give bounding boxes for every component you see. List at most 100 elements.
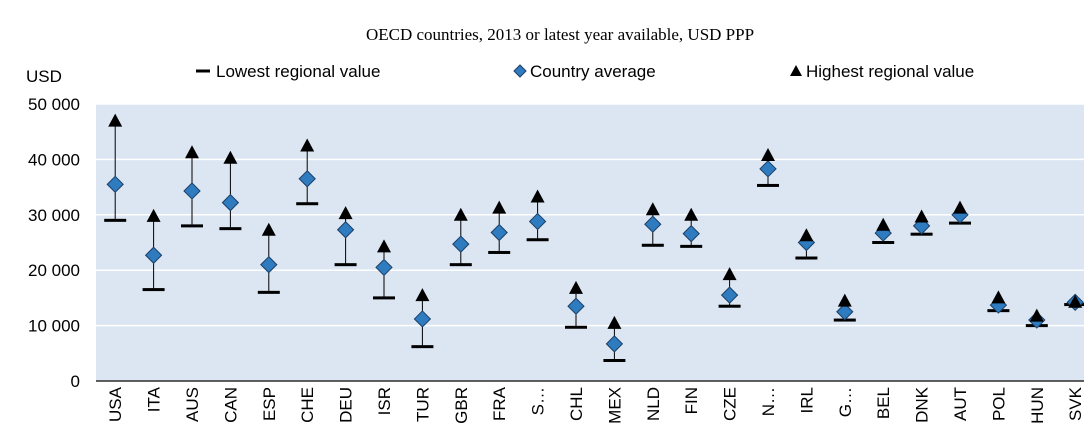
high-marker	[799, 228, 814, 242]
legend-marker	[790, 65, 802, 76]
avg-marker	[183, 182, 201, 200]
y-tick-label: 30 000	[28, 206, 80, 225]
low-marker	[872, 241, 895, 244]
high-marker	[108, 113, 123, 127]
x-tick-label: N…	[759, 387, 778, 416]
high-marker	[991, 290, 1006, 304]
low-marker	[603, 359, 626, 363]
x-tick-label: DEU	[337, 387, 356, 423]
x-tick-label: GBR	[452, 387, 471, 424]
high-marker	[185, 145, 199, 159]
y-tick-label: 0	[71, 372, 80, 391]
avg-marker	[836, 303, 854, 321]
x-tick-label: CHE	[298, 387, 317, 423]
avg-marker	[682, 224, 700, 243]
high-marker	[300, 138, 315, 152]
low-marker	[641, 243, 664, 247]
high-marker	[569, 280, 583, 294]
avg-marker	[375, 258, 393, 277]
x-tick-label: FRA	[490, 386, 509, 421]
x-tick-label: FIN	[682, 387, 701, 414]
avg-marker	[336, 221, 355, 239]
low-marker	[488, 250, 511, 254]
low-marker	[142, 288, 165, 292]
high-marker	[1068, 294, 1083, 308]
avg-marker	[528, 212, 547, 231]
x-tick-label: CZE	[721, 387, 740, 421]
high-marker	[146, 208, 161, 222]
low-marker	[181, 224, 203, 228]
x-tick-label: G…	[836, 387, 855, 417]
x-tick-label: S…	[529, 387, 548, 415]
low-marker	[565, 325, 587, 329]
low-marker	[104, 218, 127, 222]
low-marker	[219, 227, 242, 231]
legend-label: Highest regional value	[806, 62, 974, 81]
high-marker	[876, 217, 891, 231]
high-marker	[377, 239, 391, 253]
high-marker	[953, 200, 967, 214]
x-tick-label: NLD	[644, 387, 663, 421]
high-marker	[837, 293, 852, 307]
high-marker	[684, 207, 699, 221]
high-marker	[761, 147, 775, 161]
high-marker	[722, 267, 737, 281]
high-marker	[645, 202, 660, 216]
avg-marker	[605, 335, 624, 353]
low-marker	[718, 304, 741, 308]
low-marker	[795, 256, 818, 260]
low-marker	[526, 238, 549, 242]
low-marker	[757, 183, 779, 187]
x-tick-label: DNK	[913, 386, 932, 423]
high-marker	[607, 315, 622, 329]
avg-marker	[106, 175, 124, 194]
x-tick-label: HUN	[1028, 387, 1047, 424]
low-marker	[680, 244, 703, 248]
low-marker	[373, 296, 395, 300]
low-marker	[411, 345, 434, 349]
legend-label: Lowest regional value	[216, 62, 380, 81]
low-marker	[257, 290, 280, 294]
high-marker	[415, 288, 430, 302]
avg-marker	[490, 223, 508, 242]
high-marker	[261, 222, 276, 236]
x-tick-label: ISR	[375, 387, 394, 415]
high-marker	[223, 150, 238, 164]
high-marker	[338, 206, 353, 220]
x-tick-label: AUS	[183, 387, 202, 422]
y-axis-label: USD	[26, 67, 62, 86]
x-tick-label: IRL	[797, 387, 816, 413]
avg-marker	[644, 215, 662, 233]
avg-marker	[720, 286, 739, 304]
low-marker	[334, 263, 357, 267]
legend-marker	[513, 64, 527, 78]
chart-title: OECD countries, 2013 or latest year avai…	[366, 25, 754, 44]
low-marker	[296, 202, 319, 206]
avg-marker	[413, 310, 432, 328]
y-tick-label: 50 000	[28, 95, 80, 114]
low-marker	[449, 263, 472, 267]
plot-area	[96, 104, 1084, 381]
x-tick-label: MEX	[605, 387, 624, 424]
high-marker	[530, 189, 545, 203]
x-tick-label: BEL	[874, 387, 893, 419]
x-tick-label: CAN	[221, 387, 240, 423]
x-tick-label: TUR	[413, 387, 432, 422]
high-marker	[492, 200, 507, 214]
avg-marker	[452, 235, 470, 253]
avg-marker	[298, 170, 316, 188]
high-marker	[1029, 308, 1044, 322]
x-tick-label: CHL	[567, 387, 586, 421]
avg-marker	[144, 246, 163, 264]
x-tick-label: AUT	[951, 387, 970, 421]
high-marker	[453, 207, 468, 221]
legend-label: Country average	[530, 62, 656, 81]
legend-marker	[196, 69, 210, 73]
high-marker	[914, 209, 929, 223]
avg-marker	[759, 160, 777, 178]
x-tick-label: ITA	[145, 386, 164, 412]
y-tick-label: 20 000	[28, 261, 80, 280]
avg-marker	[221, 193, 240, 212]
x-tick-label: POL	[989, 387, 1008, 421]
